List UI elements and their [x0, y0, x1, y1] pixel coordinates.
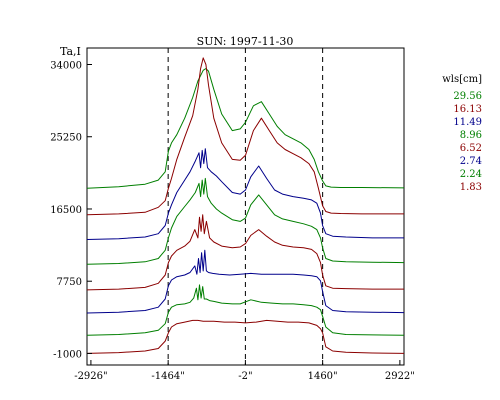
- series-line-8.96: [86, 177, 405, 265]
- series-line-11.49: [86, 148, 404, 240]
- legend-entry-11.49: 11.49: [453, 117, 482, 128]
- legend-title: wls[cm]: [442, 74, 482, 85]
- x-tick-label-3: 1460": [308, 371, 338, 382]
- chart-title: SUN: 1997-11-30: [197, 35, 294, 48]
- x-tick-label-1: -1464": [151, 371, 184, 382]
- legend-entry-6.52: 6.52: [460, 143, 482, 154]
- series-lines: [86, 57, 405, 354]
- y-tick-label-3: 25250: [50, 133, 82, 144]
- x-axis: -2926" -1464" -2" 1460" 2922": [74, 360, 415, 382]
- x-tick-label-0: -2926": [74, 371, 107, 382]
- x-tick-label-4: 2922": [385, 371, 415, 382]
- x-tick-label-2: -2": [238, 371, 252, 382]
- legend-entry-8.96: 8.96: [460, 130, 482, 141]
- legend-entry-16.13: 16.13: [453, 104, 482, 115]
- y-tick-label-2: 16500: [50, 205, 82, 216]
- series-line-6.52: [86, 214, 404, 291]
- y-tick-label-0: -1000: [53, 349, 82, 360]
- reference-lines: [167, 48, 324, 365]
- y-axis-label: Ta,I: [60, 45, 81, 58]
- y-axis: -1000 7750 16500 25250 34000: [50, 61, 92, 360]
- legend: wls[cm] 29.56 16.13 11.49 8.96 6.52 2.74 2.24 1…: [442, 74, 482, 193]
- series-line-2.74: [86, 249, 405, 314]
- series-line-29.56: [86, 68, 405, 189]
- series-line-2.24: [86, 284, 405, 336]
- series-line-1.83: [86, 319, 405, 354]
- y-tick-label-4: 34000: [50, 61, 82, 72]
- legend-entry-2.74: 2.74: [460, 156, 482, 167]
- legend-entry-1.83: 1.83: [460, 182, 482, 193]
- series-line-16.13: [86, 57, 404, 216]
- y-tick-label-1: 7750: [57, 277, 82, 288]
- legend-entry-29.56: 29.56: [453, 91, 482, 102]
- legend-entry-2.24: 2.24: [460, 169, 482, 180]
